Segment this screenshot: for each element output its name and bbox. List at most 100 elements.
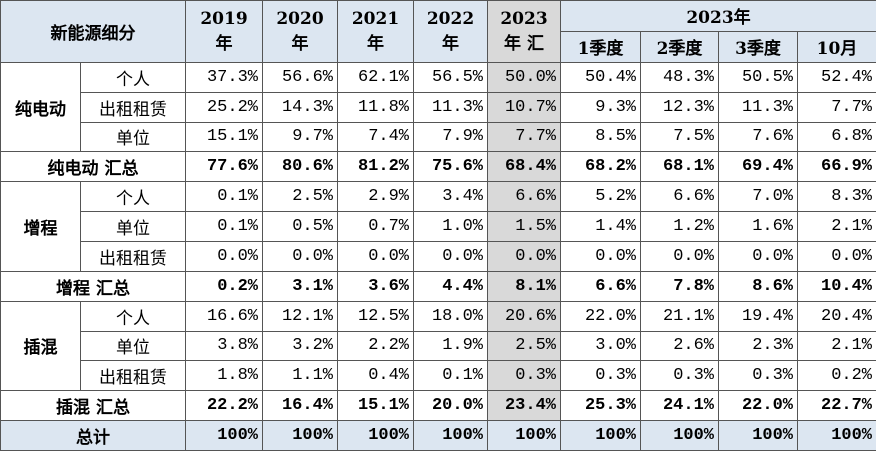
row-label: 个人 [80,300,186,332]
cell-text: 4.4% [442,276,483,296]
cell-text: 2季度 [656,39,703,60]
cell-text: 7.6% [752,127,793,147]
value-cell: 7.0% [718,181,798,213]
cell-text: 单位 [116,219,150,239]
cell-text: 3.2% [292,336,333,356]
cell-text: 68.2% [584,157,636,177]
table-row: 新能源细分 2019 年 2020 年 2021 年 2022 年 2023 年 汇 2023年 [0,0,876,63]
value-cell: 0.0% [262,240,338,272]
value-cell: 0.2% [185,270,263,302]
cell-text: 11.8% [357,97,409,117]
value-cell: 1.6% [718,211,798,242]
cell-text: 22.0% [741,396,793,416]
value-cell: 50.5% [718,61,798,93]
value-cell: 1.5% [487,211,561,242]
value-cell: 0.0% [337,240,414,272]
value-cell: 0.0% [640,240,719,272]
value-cell: 9.7% [262,121,338,153]
cell-text: 22.0% [584,306,636,326]
cell-text: 25.3% [584,396,636,416]
cell-text: 新能源细分 [50,23,136,44]
cell-text: 22.2% [206,396,258,416]
value-cell: 62.1% [337,61,414,93]
cell-text: 6.6% [673,187,714,207]
value-cell: 66.9% [796,151,876,183]
value-cell: 56.6% [262,61,338,93]
cell-text: 1.1% [292,366,333,386]
value-cell: 1.2% [640,211,719,242]
cell-text: 年 [442,33,459,54]
cell-text: 10.4% [821,276,873,296]
value-cell: 81.2% [337,151,414,183]
table-row: 增程 汇总 0.2% 3.1% 3.6% 4.4% 8.1% 6.6% 7.8% 8.6% 10.… [0,270,876,302]
value-cell: 56.5% [413,61,488,93]
cell-text: 0.0% [515,246,556,266]
table-row: 1季度 2季度 3季度 10月 [1,30,876,63]
value-cell: 37.3% [185,61,263,93]
value-cell: 0.0% [185,240,263,272]
cell-text: 69.4% [741,157,793,177]
cell-text: 7.7% [515,127,556,147]
cell-text: 纯电动 [15,99,66,120]
cell-text: 23.4% [504,396,556,416]
value-cell: 6.6% [487,181,561,213]
cell-text: 12.5% [357,306,409,326]
row-label: 出租租赁 [80,91,186,123]
value-cell: 7.6% [718,121,798,153]
cell-text: 100% [515,426,556,446]
value-cell: 22.2% [185,390,263,422]
value-cell: 6.6% [640,181,719,213]
value-cell: 0.3% [640,360,719,392]
cell-text: 80.6% [281,157,333,177]
year-header: 2022 年 [413,0,488,63]
value-cell: 100% [185,420,263,451]
cell-text: 2021 [351,8,400,29]
cell-text: 7.7% [831,97,873,117]
table-row: 插混 个人 16.6% 12.1% 12.5% 18.0% 20.6% 22.0% 21.1% 1… [0,300,876,392]
value-cell: 7.8% [640,270,719,302]
cell-text: 纯电动 汇总 [47,159,139,180]
value-cell: 12.1% [262,300,338,332]
cell-text: 62.1% [357,67,409,87]
cell-text: 3.8% [217,336,258,356]
cell-text: 5.2% [595,187,636,207]
cell-text: 3.6% [368,276,409,296]
cell-text: 8.1% [515,276,556,296]
group-header: 2023年 [559,0,876,32]
value-cell: 18.0% [413,300,488,332]
cell-text: 2.9% [368,187,409,207]
group-label: 增程 [0,181,81,272]
value-cell: 23.4% [487,390,561,422]
value-cell: 3.6% [337,270,414,302]
cell-text: 总计 [76,428,110,449]
value-cell: 11.3% [718,91,798,123]
cell-text: 0.0% [673,246,714,266]
cell-text: 3季度 [735,39,781,60]
cell-text: 15.1% [357,396,409,416]
value-cell: 100% [560,420,641,451]
cell-text: 12.1% [281,306,333,326]
year-header: 2021 年 [337,0,414,63]
value-cell: 19.4% [718,300,798,332]
table-row: 插混 汇总 22.2% 16.4% 15.1% 20.0% 23.4% 25.3% 24.1%… [0,390,876,422]
row-label: 出租租赁 [80,360,186,392]
cell-text: 100% [595,426,636,446]
value-cell: 15.1% [337,390,414,422]
cell-text: 1.2% [673,217,714,236]
cell-text: 2020 [276,8,324,29]
cell-text: 个人 [116,189,150,210]
cell-text: 单位 [116,129,150,150]
table-row: 单位 15.1% 9.7% 7.4% 7.9% 7.7% 8.5% 7.5% 7.6% 6.8% [1,121,876,153]
cell-text: 6.6% [515,187,556,207]
value-cell: 52.4% [796,61,876,93]
cell-text: 77.6% [206,157,258,177]
cell-text: 3.4% [442,187,483,207]
summary-label: 插混 汇总 [0,390,186,422]
cell-text: 0.0% [831,246,873,266]
value-cell: 100% [487,420,561,451]
cell-text: 年 [291,33,309,54]
cell-text: 增程 汇总 [56,278,130,299]
value-cell: 100% [413,420,488,451]
